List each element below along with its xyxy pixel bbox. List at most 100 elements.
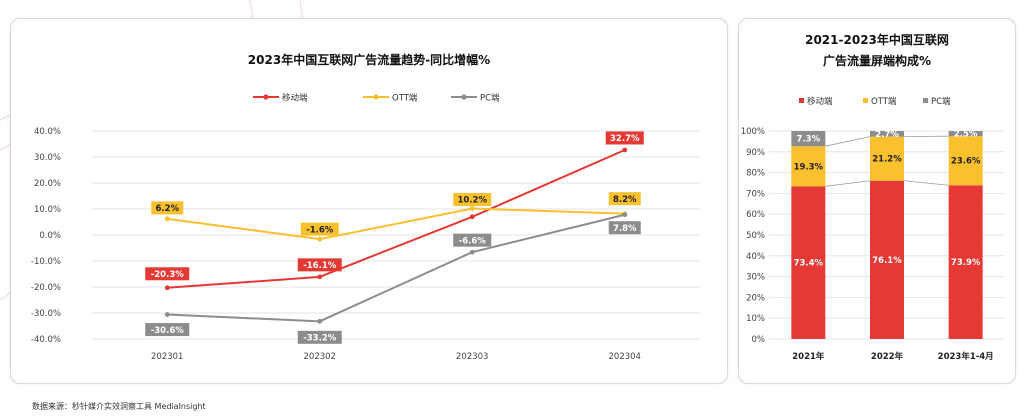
legend-marker-2 [461, 94, 467, 100]
data-source-note: 数据来源：秒针媒介实效洞察工具 MediaInsight [32, 402, 206, 411]
y-tick-label: 20.0% [34, 179, 61, 189]
data-label-text: 6.2% [155, 204, 179, 214]
x-tick-label: 2023年1-4月 [938, 351, 994, 362]
data-label-2-3: 7.8% [608, 221, 641, 235]
y-tick-label: -10.0% [31, 257, 61, 267]
data-label-text: 32.7% [610, 134, 640, 144]
series-line-0 [167, 149, 626, 289]
y-tick-label: 70% [746, 189, 765, 199]
data-point [164, 216, 170, 222]
y-tick-label: 0% [752, 335, 766, 345]
legend-swatch-2 [923, 98, 928, 103]
bar-segment [791, 131, 826, 147]
series-line-2 [167, 213, 625, 323]
data-point [317, 236, 323, 242]
legend-swatch-0 [799, 98, 804, 103]
bar-data-label: 19.3% [794, 162, 824, 172]
data-label-box [297, 258, 342, 272]
y-tick-label: 90% [746, 148, 765, 158]
x-tick-label: 202301 [151, 352, 183, 362]
bar-segment [791, 186, 826, 339]
data-label-text: 10.2% [458, 196, 488, 206]
x-tick-label: 202304 [609, 352, 641, 362]
y-tick-label: -30.0% [31, 309, 61, 319]
bar-data-label: 2.7% [875, 130, 899, 140]
y-tick-label: -40.0% [31, 335, 61, 345]
x-tick-label: 2022年 [871, 351, 904, 362]
data-label-box [605, 131, 644, 145]
bar-segment [948, 131, 983, 137]
bar-chart-title-line-2: 广告流量屏端构成% [822, 54, 932, 68]
legend-swatch-1 [863, 98, 868, 103]
data-label-box [145, 323, 190, 337]
legend-label: PC端 [931, 96, 951, 107]
y-tick-label: -20.0% [31, 283, 61, 293]
bar-data-label: 23.6% [951, 157, 981, 167]
bar-segment [870, 136, 904, 181]
line-chart-title: 2023年中国互联网广告流量趋势-同比增幅% [247, 53, 491, 67]
y-tick-label: 20% [746, 293, 765, 303]
data-point [164, 285, 170, 291]
data-label-box [453, 192, 492, 206]
legend-marker-1 [373, 94, 379, 100]
bar-data-label: 73.9% [951, 258, 981, 268]
data-label-text: -1.6% [306, 225, 334, 235]
bar-segment [870, 180, 904, 339]
data-label-0-0: -20.3% [145, 267, 190, 281]
data-label-0-1: -16.1% [297, 258, 342, 272]
line-chart: 移动端 OTT端 PC端 40.0% 30.0% 20.0% 10.0% 0.0% -10.0%… [31, 93, 701, 362]
series-connector [825, 136, 871, 147]
y-tick-label: 30% [746, 273, 765, 283]
y-tick-label: 10.0% [34, 205, 61, 215]
data-point [317, 274, 323, 280]
series-connector [903, 180, 949, 186]
stacked-bar-chart-panel: 2021-2023年中国互联网 广告流量屏端构成% 移动端 OTT端 PC端 100%… [738, 18, 1016, 384]
data-point [317, 318, 323, 324]
bar-segment [948, 185, 983, 339]
y-tick-label: 30.0% [34, 153, 61, 163]
data-label-box [145, 267, 190, 281]
data-label-1-3: 8.2% [608, 192, 641, 206]
y-tick-label: 80% [746, 169, 765, 179]
data-label-2-1: -33.2% [297, 330, 342, 344]
bar-chart-title-line-1: 2021-2023年中国互联网 [805, 33, 949, 47]
y-tick-label: 50% [746, 231, 765, 241]
bar-data-label: 73.4% [794, 259, 824, 269]
bar-segment [948, 136, 983, 186]
data-label-box [297, 330, 342, 344]
legend-label: PC端 [480, 93, 500, 104]
stacked-bar-chart: 移动端 OTT端 PC端 100% 90% 80% 70% 60% 50% 40% 30% 20% 10… [741, 96, 1005, 362]
y-tick-label: 100% [741, 127, 765, 137]
bar-data-label: 76.1% [872, 256, 902, 266]
y-tick-label: 60% [746, 210, 765, 220]
data-label-text: 8.2% [613, 195, 637, 205]
data-label-box [608, 221, 641, 235]
data-label-text: -16.1% [303, 261, 336, 271]
bar-data-label: 2.5% [954, 130, 978, 140]
legend-label: 移动端 [282, 93, 308, 104]
data-label-text: -6.6% [459, 236, 487, 246]
bar-segment [870, 131, 904, 137]
data-label-0-3: 32.7% [605, 131, 644, 145]
series-line-1 [167, 207, 625, 241]
x-tick-label: 202302 [304, 352, 336, 362]
data-point [622, 212, 628, 218]
data-label-text: -20.3% [151, 270, 184, 280]
data-label-box [300, 222, 339, 236]
x-tick-label: 2021年 [792, 351, 825, 362]
data-label-box [151, 201, 184, 215]
legend-label: OTT端 [871, 96, 897, 107]
y-tick-label: 40.0% [34, 127, 61, 137]
legend-marker-0 [263, 94, 269, 100]
data-label-text: -33.2% [303, 334, 336, 344]
data-label-2-2: -6.6% [453, 233, 492, 247]
data-label-box [453, 233, 492, 247]
data-point [469, 249, 475, 255]
data-label-1-1: -1.6% [300, 222, 339, 236]
bar-data-label: 21.2% [872, 155, 902, 165]
data-label-box [608, 192, 641, 206]
legend-label: OTT端 [392, 93, 418, 104]
data-label-text: 7.8% [613, 224, 637, 234]
data-label-1-2: 10.2% [453, 192, 492, 206]
data-point [164, 312, 170, 317]
